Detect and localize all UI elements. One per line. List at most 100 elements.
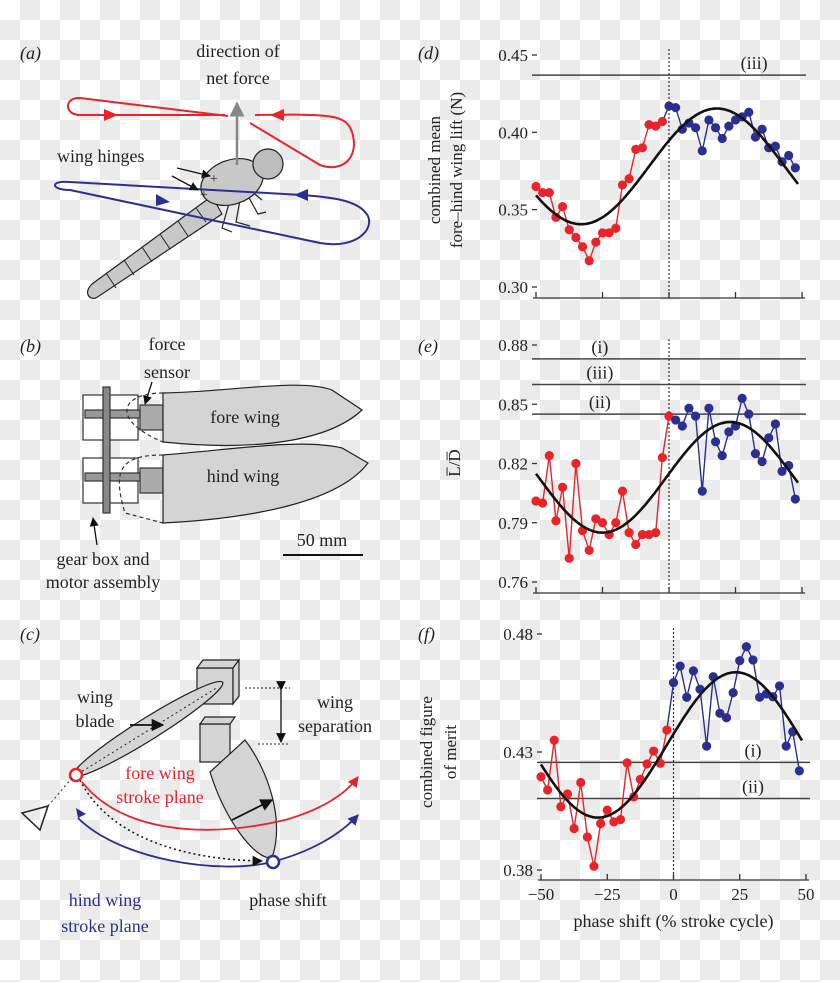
y-axis-label-line2: fore–hind wing lift (N): [447, 92, 466, 248]
data-point-fore: [637, 530, 648, 540]
data-point-hind: [777, 466, 787, 476]
data-point-fore: [651, 121, 661, 131]
hinge-block-icon: [195, 658, 241, 763]
panel-label-f: (f): [418, 624, 435, 645]
fore-hinge-marker: [68, 767, 84, 783]
data-point-hind: [750, 449, 761, 459]
data-point-hind: [682, 692, 692, 702]
data-point-fore: [544, 451, 554, 461]
data-point-hind: [750, 132, 761, 142]
reference-line-label: (ii): [742, 776, 764, 797]
fore-wing-label: fore wing: [210, 407, 279, 427]
gearbox-icon: [82, 386, 164, 524]
direction-label-line2: net force: [206, 68, 269, 88]
data-point-fore: [597, 228, 608, 238]
wing-separation-label-line1: wing: [317, 692, 353, 712]
data-point-hind: [710, 437, 721, 447]
fore-wing-shape: [162, 384, 363, 446]
data-point-fore: [602, 805, 612, 815]
data-point-hind: [790, 494, 800, 504]
series-join: [666, 682, 675, 731]
data-point-hind: [770, 419, 781, 429]
y-axis-label: L̅/D̅: [445, 449, 464, 476]
data-point-hind: [741, 642, 751, 652]
data-point-fore: [657, 116, 667, 127]
data-point-hind: [691, 411, 701, 421]
hind-arc-start-arrow: [76, 808, 86, 818]
data-point-fore: [556, 802, 566, 812]
y-axis-label-line2: of merit: [441, 725, 460, 780]
data-point-fore: [664, 411, 674, 421]
data-point-hind: [684, 403, 694, 413]
data-point-fore: [536, 772, 546, 782]
panel-label-a: (a): [20, 43, 41, 64]
x-tick-label: −50: [528, 885, 555, 904]
y-tick-label: 0.45: [498, 46, 528, 65]
data-point-fore: [597, 518, 608, 528]
wing-blade-label-line1: wing: [77, 687, 113, 707]
hind-wing-trajectory: [54, 180, 371, 246]
fore-stroke-plane-label-line1: fore wing: [125, 763, 194, 783]
data-point-fore: [624, 528, 634, 538]
fore-stroke-plane-arc: [81, 776, 359, 831]
phase-shift-arrow: [79, 779, 264, 867]
data-point-hind: [724, 427, 734, 437]
data-point-hind: [757, 124, 767, 134]
data-point-hind: [790, 163, 800, 173]
panel-label-b: (b): [20, 336, 41, 357]
data-point-hind: [744, 409, 754, 419]
hind-arrow-left: [294, 189, 308, 201]
hinge-arrow-1: [176, 167, 211, 179]
panel-a-dragonfly-diagram: (a) direction of net force + + w: [20, 41, 371, 299]
hind-stroke-plane-label-line2: stroke plane: [61, 916, 148, 936]
y-tick-label: 0.76: [498, 573, 528, 592]
wing-hinges-label: wing hinges: [57, 146, 145, 166]
data-point-fore: [564, 553, 574, 563]
data-point-fore: [584, 256, 594, 266]
data-point-fore: [582, 832, 592, 842]
fore-arrow-right: [104, 109, 118, 121]
data-point-hind: [724, 121, 734, 131]
phase-shift-label: phase shift: [249, 890, 326, 910]
sinusoid-fit-curve: [535, 107, 800, 226]
svg-text:+: +: [200, 188, 208, 203]
scale-bar-label: 50 mm: [297, 530, 348, 550]
y-tick-label: 0.40: [498, 123, 528, 142]
data-point-fore: [611, 223, 621, 233]
data-point-hind: [691, 123, 701, 133]
data-point-hind: [774, 681, 785, 691]
data-point-hind: [744, 107, 754, 117]
data-point-fore: [591, 514, 601, 524]
y-tick-label: 0.35: [498, 201, 528, 220]
data-point-hind: [715, 708, 725, 718]
data-point-hind: [697, 486, 707, 496]
data-point-fore: [576, 777, 586, 788]
data-point-hind: [675, 661, 685, 671]
panel-label-d: (d): [418, 43, 439, 64]
data-point-fore: [571, 458, 581, 469]
gearbox-arrow: [89, 517, 99, 546]
data-point-fore: [549, 735, 559, 745]
y-tick-label: 0.43: [503, 743, 533, 762]
y-axis-label: combined figure: [417, 696, 436, 808]
view-line: [47, 777, 73, 807]
gearbox-label-line1: gear box and: [57, 549, 150, 569]
hind-hinge-marker: [265, 854, 281, 870]
y-axis-label: combined mean: [425, 115, 444, 224]
data-point-fore: [615, 814, 626, 825]
data-point-fore: [657, 452, 667, 463]
data-point-hind: [671, 102, 681, 113]
sinusoid-fit-curve: [534, 420, 800, 534]
data-point-hind: [737, 393, 747, 403]
data-point-hind: [710, 123, 721, 133]
data-point-fore: [558, 482, 568, 492]
y-tick-label: 0.38: [503, 861, 533, 880]
data-point-fore: [651, 528, 661, 538]
series-line-hind: [668, 105, 796, 169]
data-point-fore: [584, 545, 594, 556]
force-sensor-arrow: [143, 381, 153, 405]
y-tick-label: 0.48: [503, 625, 533, 644]
x-tick-label: −25: [594, 885, 621, 904]
data-point-hind: [721, 713, 732, 723]
